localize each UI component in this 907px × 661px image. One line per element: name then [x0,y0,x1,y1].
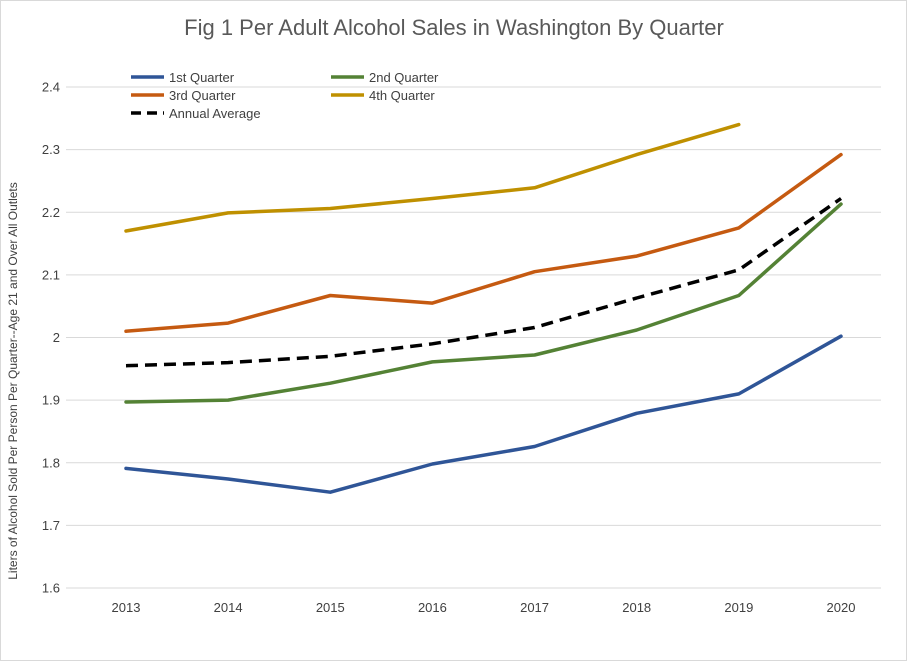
legend-label-annual-average: Annual Average [169,106,261,121]
x-tick-label: 2016 [418,600,447,615]
y-tick-label: 2.1 [42,267,60,282]
y-axis-label: Liters of Alcohol Sold Per Person Per Qu… [6,182,20,580]
legend-label-4th-quarter: 4th Quarter [369,88,435,103]
x-tick-label: 2013 [112,600,141,615]
y-tick-label: 1.7 [42,518,60,533]
x-tick-label: 2015 [316,600,345,615]
legend-label-2nd-quarter: 2nd Quarter [369,70,439,85]
x-tick-label: 2018 [622,600,651,615]
y-tick-label: 2.2 [42,205,60,220]
series-lines [124,122,843,494]
y-tick-label: 2.3 [42,142,60,157]
legend-label-1st-quarter: 1st Quarter [169,70,235,85]
chart-title: Fig 1 Per Adult Alcohol Sales in Washing… [184,15,724,40]
y-tick-label: 1.8 [42,455,60,470]
legend: 1st Quarter 2nd Quarter 3rd Quarter 4th Qua… [131,70,439,121]
y-tick-label: 2 [53,330,60,345]
x-tick-label: 2020 [827,600,856,615]
x-axis-ticks: 2013 2014 2015 2016 2017 2018 2019 2020 [112,600,856,615]
y-tick-label: 2.4 [42,80,60,95]
series-line-4th-quarter [124,122,741,233]
y-tick-label: 1.6 [42,581,60,596]
y-tick-label: 1.9 [42,393,60,408]
x-tick-label: 2014 [214,600,243,615]
x-tick-label: 2017 [520,600,549,615]
series-line-annual-average [125,197,843,368]
series-line-2nd-quarter [124,202,843,404]
series-line-1st-quarter [124,334,843,494]
series-line-3rd-quarter [124,152,843,333]
x-tick-label: 2019 [724,600,753,615]
legend-label-3rd-quarter: 3rd Quarter [169,88,236,103]
y-axis-ticks: 1.6 1.7 1.8 1.9 2 2.1 2.2 2.3 2.4 [42,80,60,596]
